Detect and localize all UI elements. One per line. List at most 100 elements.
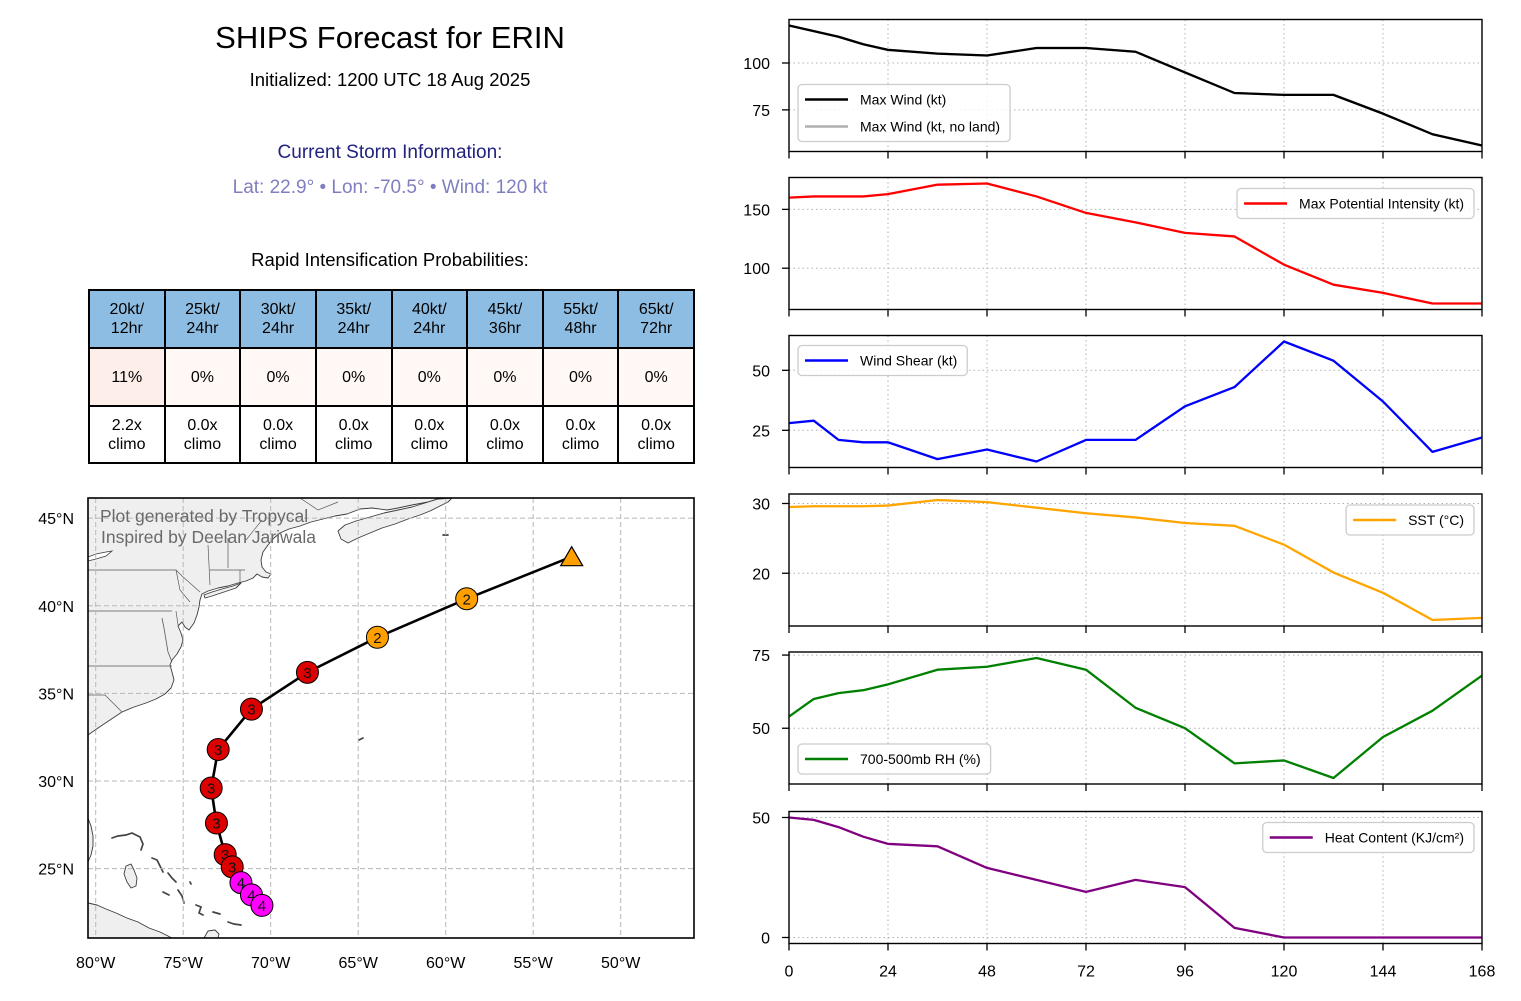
lon-tick-label: 60°W — [426, 955, 466, 972]
ri-climo-label: climo — [561, 435, 600, 453]
map-plot-area: Plot generated by Tropycal Inspired by D… — [88, 498, 694, 938]
ri-row-probabilities: 11% 0% 0% 0% 0% 0% 0% 0% — [88, 347, 695, 407]
series-line-max-wind — [788, 24, 1483, 147]
x-tick-label: 24 — [879, 964, 897, 981]
post-tropical-marker — [559, 545, 584, 567]
ri-period: 48hr — [564, 320, 597, 337]
ri-probability-cell: 0% — [314, 347, 393, 407]
legend: 700-500mb RH (%) — [797, 743, 992, 775]
lake-ontario — [88, 550, 114, 562]
ri-climo-label: climo — [335, 435, 373, 453]
x-tick-label: 120 — [1271, 964, 1298, 981]
lon-tick-label: 55°W — [514, 955, 554, 972]
category-marker — [199, 776, 223, 800]
category-marker — [239, 697, 263, 721]
x-tick-label: 0 — [785, 964, 794, 981]
category-label: 3 — [247, 702, 255, 719]
panel-shear: 25 50 Wind Shear (kt) — [752, 334, 1483, 475]
ri-probability: 0% — [190, 368, 214, 386]
category-label: 4 — [258, 898, 266, 915]
legend-item: Max Wind (kt) — [805, 92, 946, 108]
ri-probability-cell: 0% — [163, 347, 242, 407]
ri-table-heading: Rapid Intensification Probabilities: — [251, 249, 529, 270]
category-marker — [295, 660, 319, 684]
category-marker — [250, 893, 274, 917]
category-marker — [455, 587, 479, 611]
category-marker — [206, 737, 230, 761]
y-tick-label: 50 — [752, 811, 770, 828]
legend: Max Wind (kt) Max Wind (kt, no land) — [797, 83, 1011, 143]
category-label: 3 — [228, 859, 236, 876]
ri-climo-multiple: 0.0x — [565, 416, 596, 434]
ri-probability-cell: 0% — [390, 347, 469, 407]
track-point: 2 — [455, 587, 479, 611]
y-tick-label: 75 — [752, 103, 770, 120]
ri-header-cell: 35kt/24hr — [314, 289, 393, 349]
axes-frame — [788, 810, 1483, 945]
lat-tick-label: 35°N — [38, 686, 74, 703]
ri-climo-label: climo — [259, 435, 297, 453]
chesapeake-bay — [161, 617, 173, 663]
category-label: 3 — [207, 781, 215, 798]
land-long-island — [203, 582, 242, 599]
track-point — [559, 545, 584, 567]
x-tick-label: 96 — [1176, 964, 1194, 981]
series-line-sst — [788, 498, 1483, 622]
ri-climo-multiple: 0.0x — [262, 416, 294, 434]
legend-item: Max Potential Intensity (kt) — [1244, 196, 1464, 212]
category-label: 4 — [247, 887, 255, 904]
track-point: 4 — [250, 893, 274, 917]
track-point: 3 — [239, 697, 263, 721]
ri-probability-table: 20kt/12hr 25kt/24hr 30kt/24hr 35kt/24hr 40kt… — [88, 289, 695, 464]
category-label: 3 — [221, 847, 229, 864]
ri-threshold: 40kt/ — [411, 301, 447, 318]
lon-tick-label: 50°W — [601, 955, 641, 972]
ri-climo-cell: 0.0x climo — [239, 405, 317, 464]
ri-climo-label: climo — [183, 435, 222, 453]
ri-climo-multiple: 0.0x — [338, 416, 369, 434]
track-point: 3 — [199, 776, 223, 800]
axes-frame — [788, 334, 1483, 469]
y-tick-label: 75 — [752, 648, 770, 665]
ri-climo-multiple: 0.0x — [414, 416, 445, 434]
ri-climo-cell: 0.0x climo — [390, 405, 469, 464]
series-line-max-potential-intensity — [788, 182, 1482, 305]
category-label: 2 — [463, 591, 471, 608]
ri-climo-label: climo — [410, 435, 448, 453]
y-tick-label: 0 — [761, 931, 770, 948]
ri-row-climatology: 2.2x climo 0.0x climo 0.0x climo 0.0x climo 0.0x… — [88, 405, 695, 464]
track-point: 3 — [295, 660, 319, 684]
y-tick-label: 100 — [743, 261, 770, 278]
ri-climo-cell: 0.0x climo — [617, 405, 695, 464]
land-nova-scotia — [337, 498, 453, 544]
ri-header-cell: 25kt/24hr — [163, 289, 242, 349]
ri-threshold: 20kt/ — [109, 301, 145, 318]
ri-threshold: 30kt/ — [260, 301, 296, 318]
ri-threshold: 35kt/ — [336, 301, 372, 318]
series-line-wind-shear — [788, 340, 1483, 463]
legend-label: Max Wind (kt, no land) — [860, 119, 1000, 135]
panel-sst: 20 30 SST (°C) — [752, 493, 1483, 633]
ri-probability: 11% — [111, 368, 143, 386]
map-watermark: Plot generated by Tropycal Inspired by D… — [100, 506, 316, 547]
ri-probability: 0% — [569, 368, 593, 386]
ri-probability-cell: 0% — [541, 347, 620, 407]
land-andros — [123, 863, 138, 889]
ri-probability: 0% — [342, 368, 366, 386]
land-layer — [88, 498, 453, 938]
storm-info-heading: Current Storm Information: — [277, 142, 503, 163]
ri-climo-cell: 0.0x climo — [314, 405, 393, 464]
ri-probability: 0% — [417, 368, 441, 386]
axes-frame — [788, 493, 1483, 627]
ri-climo-multiple: 2.2x — [111, 416, 142, 434]
panel-mpi: 100 150 Max Potential Intensity (kt) — [743, 176, 1483, 317]
ri-probability: 0% — [493, 368, 517, 386]
lon-tick-label: 80°W — [76, 955, 116, 972]
category-label: 3 — [214, 742, 222, 759]
legend-label: Max Potential Intensity (kt) — [1299, 196, 1464, 212]
ri-climo-cell: 0.0x climo — [163, 405, 242, 464]
ri-threshold: 65kt/ — [638, 301, 674, 318]
ri-period: 12hr — [110, 320, 143, 337]
panel-ohc: 0 24 48 72 96 120 144 168 0 50 Heat Content (KJ/cm… — [752, 811, 1495, 981]
